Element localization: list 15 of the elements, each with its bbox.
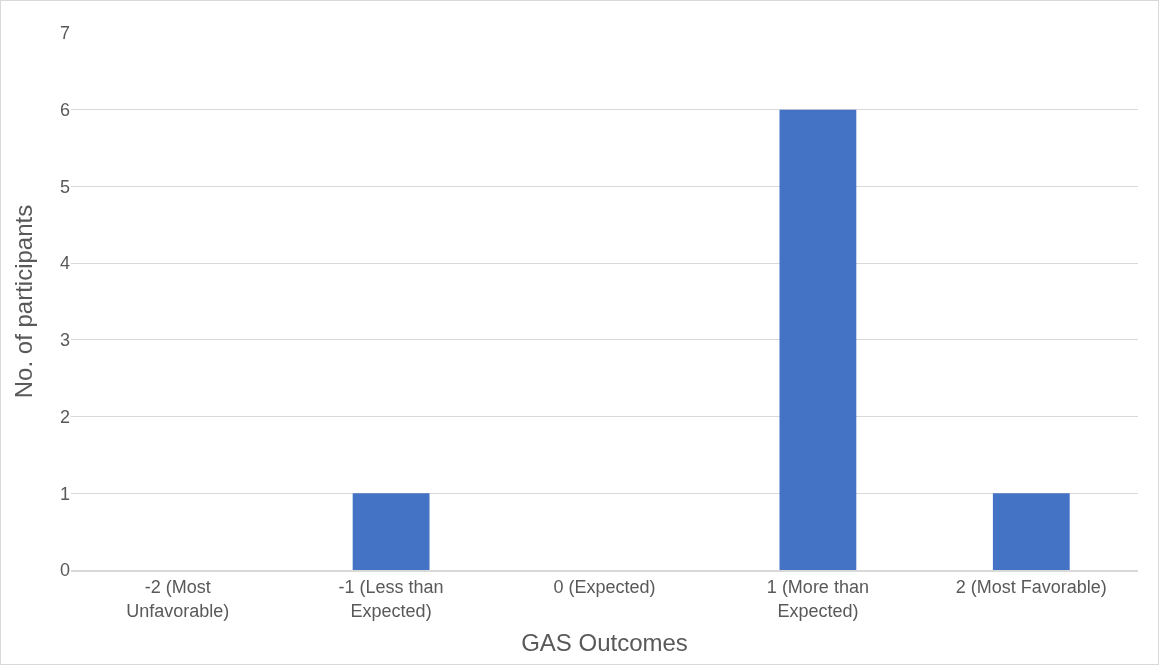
y-tick-label: 1 xyxy=(59,483,70,504)
y-tick-label: 2 xyxy=(59,406,70,427)
y-tick-label: 4 xyxy=(59,253,70,274)
y-tick-label: 6 xyxy=(59,100,70,121)
x-tick-label: -2 (Most Unfavorable) xyxy=(126,577,230,621)
y-tick-label: 7 xyxy=(59,23,70,44)
y-axis-title: No. of participants xyxy=(10,204,38,399)
x-tick-label: 2 (Most Favorable) xyxy=(955,577,1107,598)
x-tick-label: 1 (More than Expected) xyxy=(766,577,869,621)
x-tick-label: 0 (Expected) xyxy=(553,577,656,598)
y-tick-label: 0 xyxy=(59,560,70,581)
x-tick-label: -1 (Less than Expected) xyxy=(338,577,444,621)
y-tick-label: 3 xyxy=(59,330,70,351)
y-tick-label: 5 xyxy=(59,176,70,197)
x-axis-title: GAS Outcomes xyxy=(521,628,688,656)
